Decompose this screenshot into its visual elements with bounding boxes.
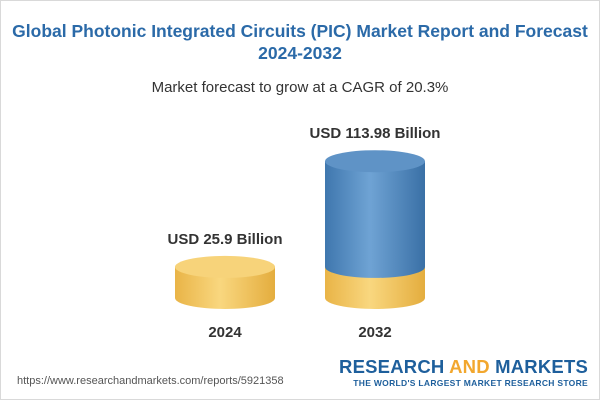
data-label-2024: USD 25.9 Billion: [167, 231, 282, 248]
bar-2032-growth: [325, 161, 425, 278]
bar-2024-top: [175, 255, 275, 278]
source-url[interactable]: https://www.researchandmarkets.com/repor…: [17, 375, 284, 387]
logo-wordmark: RESEARCH AND MARKETS: [339, 357, 588, 377]
category-label-2032: 2032: [358, 324, 391, 341]
chart-subtitle: Market forecast to grow at a CAGR of 20.…: [151, 79, 449, 96]
logo-word-markets: MARKETS: [489, 356, 588, 377]
bar-2024-base: [175, 266, 275, 309]
chart-title: Global Photonic Integrated Circuits (PIC…: [12, 21, 588, 63]
logo-word-research: RESEARCH: [339, 356, 450, 377]
logo-tagline: THE WORLD'S LARGEST MARKET RESEARCH STOR…: [353, 378, 588, 388]
category-label-2024: 2024: [208, 324, 242, 341]
data-label-2032: USD 113.98 Billion: [310, 125, 441, 142]
bar-2032-top: [325, 150, 425, 173]
bar-2032-base: [325, 266, 425, 309]
brand-logo: RESEARCH AND MARKETS THE WORLD'S LARGEST…: [339, 357, 588, 389]
logo-word-and: AND: [449, 356, 490, 377]
